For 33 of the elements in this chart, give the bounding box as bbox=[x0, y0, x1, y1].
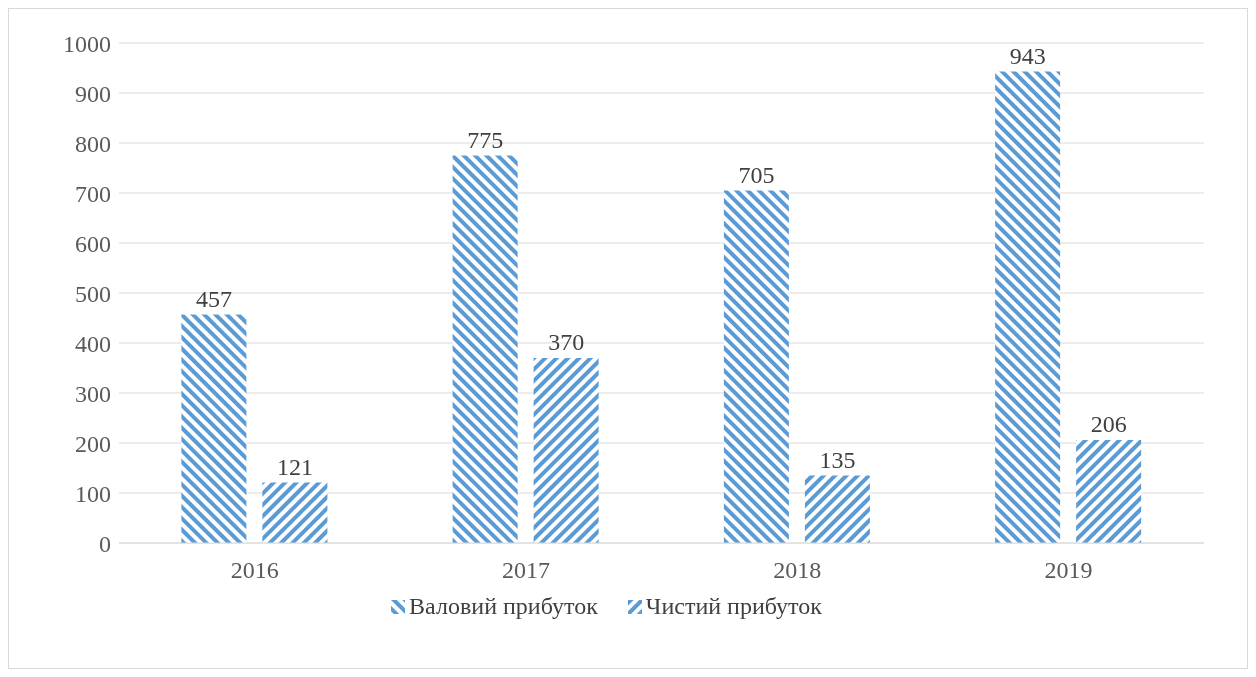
bar bbox=[533, 358, 599, 543]
bar bbox=[804, 475, 870, 543]
y-tick-label: 800 bbox=[75, 130, 111, 157]
y-tick-label: 200 bbox=[75, 430, 111, 457]
x-tick-label: 2017 bbox=[501, 557, 550, 584]
data-label: 705 bbox=[738, 161, 775, 188]
bar bbox=[181, 314, 247, 543]
bar bbox=[452, 155, 518, 543]
legend-label: Чистий прибуток bbox=[645, 593, 822, 620]
data-label: 121 bbox=[276, 453, 313, 480]
y-tick-label: 100 bbox=[75, 480, 111, 507]
data-label: 206 bbox=[1090, 411, 1127, 437]
x-tick-label: 2018 bbox=[773, 557, 822, 584]
bar bbox=[262, 482, 328, 543]
bar bbox=[723, 190, 789, 543]
y-tick-label: 900 bbox=[75, 80, 111, 107]
y-tick-label: 0 bbox=[99, 530, 111, 557]
data-label: 775 bbox=[467, 126, 504, 153]
y-tick-label: 600 bbox=[75, 230, 111, 257]
y-tick-label: 1000 bbox=[63, 30, 111, 57]
y-tick-label: 300 bbox=[75, 380, 111, 407]
data-label: 135 bbox=[819, 446, 856, 473]
bar bbox=[1076, 440, 1142, 543]
data-label: 370 bbox=[548, 329, 585, 355]
data-label: 943 bbox=[1009, 42, 1046, 69]
data-label: 457 bbox=[195, 285, 232, 312]
x-tick-label: 2019 bbox=[1044, 557, 1093, 584]
legend-label: Валовий прибуток bbox=[409, 593, 598, 620]
y-tick-label: 500 bbox=[75, 280, 111, 307]
y-tick-label: 400 bbox=[75, 330, 111, 357]
x-tick-label: 2016 bbox=[230, 557, 279, 584]
bar bbox=[995, 71, 1061, 543]
y-tick-label: 700 bbox=[75, 180, 111, 207]
